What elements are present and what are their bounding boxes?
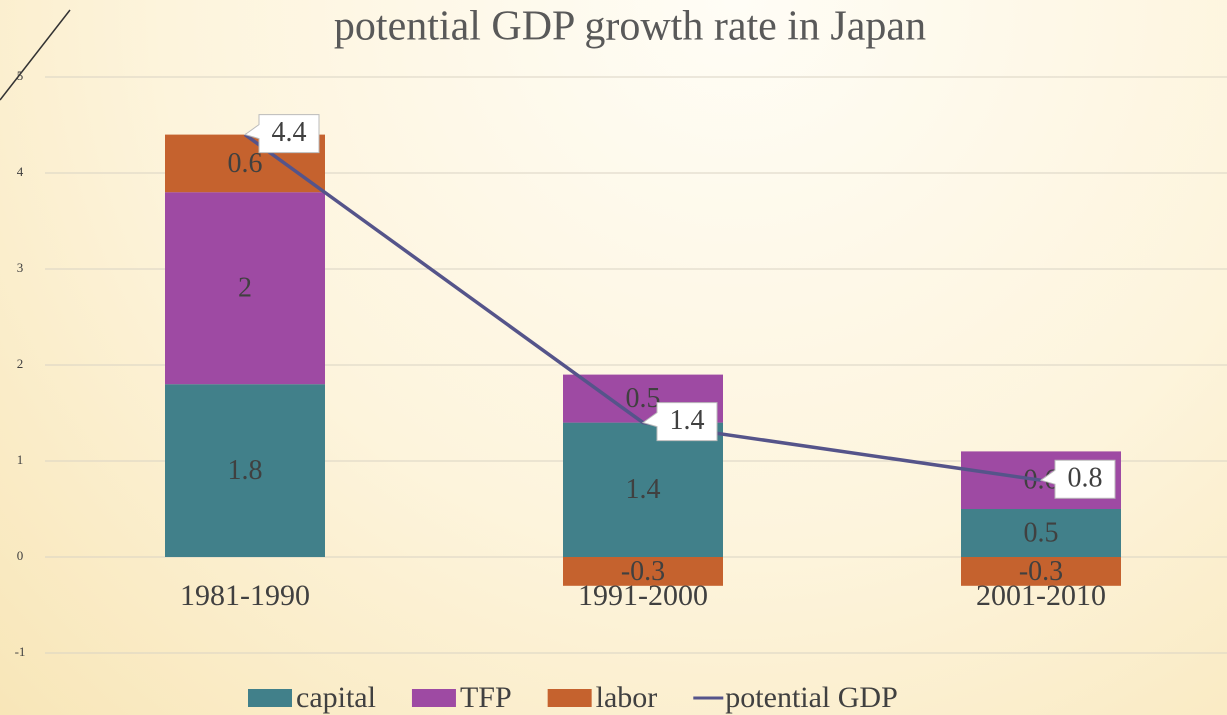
y-tick-label: 0 <box>17 548 24 563</box>
legend-swatch <box>547 689 592 707</box>
legend-item: labor <box>547 681 658 714</box>
data-label: -0.3 <box>621 556 665 587</box>
x-tick-label: 2001-2010 <box>976 579 1106 612</box>
line-value-label: 0.8 <box>1068 463 1103 494</box>
legend-swatch <box>411 689 456 707</box>
legend-item: TFP <box>411 681 512 714</box>
x-tick-label: 1981-1990 <box>180 579 310 612</box>
bar-segment <box>165 384 325 557</box>
x-tick-label: 1991-2000 <box>578 579 708 612</box>
y-tick-label: 4 <box>17 164 24 179</box>
bar-segment <box>563 557 723 586</box>
legend-swatch <box>248 689 292 707</box>
data-label: 0.6 <box>228 148 263 179</box>
line-value-label: 1.4 <box>670 405 705 436</box>
data-label: 1.8 <box>228 455 263 486</box>
y-tick-label: -1 <box>15 644 26 659</box>
line-label: 4.4 <box>243 114 320 154</box>
bar-segment <box>961 557 1121 586</box>
legend-label: TFP <box>460 681 512 714</box>
bar-segment <box>165 192 325 385</box>
callout <box>1039 459 1116 499</box>
callout <box>243 114 320 154</box>
legend-label: labor <box>596 681 658 714</box>
callout <box>641 402 718 442</box>
data-label: 1.4 <box>626 474 661 505</box>
data-label: 0.5 <box>1024 517 1059 548</box>
line-value-label: 4.4 <box>272 117 307 148</box>
legend-label: potential GDP <box>725 681 898 714</box>
y-tick-label: 1 <box>17 452 24 467</box>
line-label: 1.4 <box>641 402 718 442</box>
y-tick-label: 2 <box>17 356 24 371</box>
bar-segment <box>563 422 723 557</box>
chart-title: potential GDP growth rate in Japan <box>334 4 926 50</box>
legend-item: capital <box>248 681 376 714</box>
y-tick-label: 3 <box>17 260 24 275</box>
bar-segment <box>961 509 1121 557</box>
legend-label: capital <box>296 681 376 714</box>
data-label: 0.5 <box>626 383 661 414</box>
data-label: 2 <box>238 273 252 304</box>
legend-item: potential GDP <box>693 681 898 714</box>
y-tick-label: 5 <box>17 68 24 83</box>
data-label: -0.3 <box>1019 556 1063 587</box>
decoration <box>0 9 71 101</box>
line-label: 0.8 <box>1039 459 1116 499</box>
